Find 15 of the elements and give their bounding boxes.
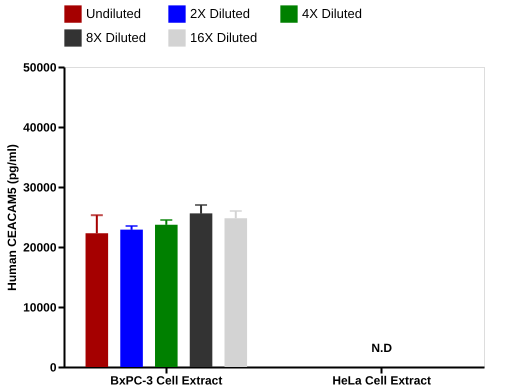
legend-label: 4X Diluted <box>302 6 362 22</box>
y-axis-title: Human CEACAM5 (pg/ml) <box>5 144 20 291</box>
y-tick-label: 40000 <box>23 120 57 134</box>
legend-label: Undiluted <box>86 6 141 22</box>
legend-label: 16X Diluted <box>190 30 258 45</box>
x-tick-label: HeLa Cell Extract <box>332 374 432 388</box>
legend-label: 8X Diluted <box>86 30 146 45</box>
y-tick-label: 20000 <box>23 240 57 254</box>
x-tick-label: BxPC-3 Cell Extract <box>110 374 222 388</box>
y-tick-label: 0 <box>50 360 57 374</box>
y-tick-label: 10000 <box>23 300 57 314</box>
y-tick-label: 30000 <box>23 180 57 194</box>
y-tick-label: 50000 <box>23 60 57 74</box>
legend-label: 2X Diluted <box>190 6 250 22</box>
annotation: N.D <box>371 341 392 355</box>
